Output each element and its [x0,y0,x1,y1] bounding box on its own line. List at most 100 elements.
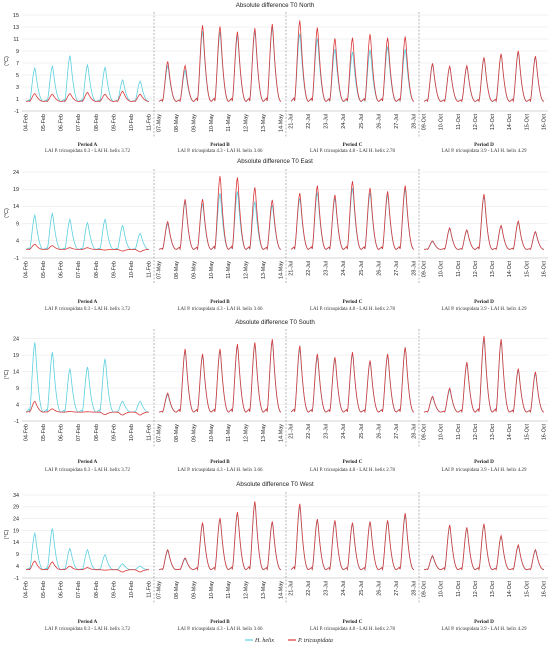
x-tick-label: 11-Oct [456,261,462,277]
x-tick-label: 24-Jul [341,581,347,596]
x-tick-label: 09-May [191,261,197,279]
x-tick-label: 14-May [279,424,285,442]
x-tick-label: 26-Jul [376,114,382,129]
x-tick-label: 10-Feb [129,581,135,598]
y-tick-label: 4 [16,239,19,245]
lai-note: LAI P. tricuspidata 4.3 - LAI H. helix 3… [178,307,263,312]
x-tick-label: 07-May [157,114,163,132]
x-tick-label: 09-May [191,424,197,442]
y-tick-label: 24 [13,336,19,342]
x-tick-label: 11-Feb [147,261,153,278]
lai-note: LAI P. tricuspidata 4.3 - LAI H. helix 3… [178,627,263,632]
x-tick-label: 28-Jul [412,424,418,439]
x-tick-label: 12-May [244,261,250,279]
x-tick-label: 14-May [279,261,285,279]
x-tick-label: 10-May [209,261,215,279]
x-tick-label: 09-Feb [111,424,117,441]
x-tick-label: 12-Oct [473,581,479,598]
legend-label: P. tricuspidata [297,638,333,644]
series-line-p-tricuspidata-period-a [25,90,150,102]
x-tick-label: 09-Oct [422,581,428,598]
period-label: Period A [78,459,98,465]
x-tick-label: 08-Feb [94,261,100,278]
series-line-p-tricuspidata-period-c [290,345,415,414]
x-tick-label: 13-Oct [490,424,496,441]
x-tick-label: 11-Feb [147,581,153,598]
x-tick-label: 07-Feb [76,581,82,598]
x-tick-label: 26-Jul [376,261,382,276]
x-tick-label: 05-Feb [41,581,47,598]
y-tick-label: 9 [16,221,19,227]
series-line-h-helix-period-b [158,27,282,103]
x-tick-label: 04-Feb [24,261,30,278]
x-tick-label: 11-May [226,424,232,442]
x-tick-label: 04-Feb [24,581,30,598]
x-tick-label: 23-Jul [324,581,330,596]
period-label: Period D [474,459,494,465]
period-label: Period C [343,142,363,148]
x-tick-label: 09-Feb [111,114,117,131]
x-tick-label: 11-May [226,114,232,132]
x-tick-label: 24-Jul [341,114,347,129]
x-tick-label: 14-Oct [507,114,513,131]
period-label: Period A [78,299,98,305]
x-tick-label: 09-May [191,581,197,599]
x-tick-label: 11-Feb [147,424,153,441]
period-label: Period D [474,619,494,625]
chart-panel-2: Absolute difference T0 East (°C) -1 4 9 14 19 2… [4,158,548,312]
x-tick-label: 21-Jul [289,261,295,276]
x-tick-label: 10-Oct [439,114,445,131]
y-tick-label: 24 [13,170,19,176]
y-tick-label: 14 [13,204,19,210]
x-tick-label: 07-Feb [76,261,82,278]
x-tick-label: 24-Jul [341,261,347,276]
x-tick-label: 08-May [174,581,180,599]
x-tick-label: 25-Jul [359,261,365,276]
lai-note: LAI P. tricuspidata 3.9 - LAI H. helix 4… [442,307,527,312]
x-tick-label: 13-May [261,581,267,599]
x-tick-label: 05-Feb [41,424,47,441]
x-tick-label: 10-Oct [439,261,445,278]
period-label: Period A [78,619,98,625]
x-tick-label: 28-Jul [412,114,418,129]
lai-note: LAI P. tricuspidata 3.9 - LAI H. helix 4… [442,468,527,473]
lai-note: LAI P. tricuspidata 3.9 - LAI H. helix 4… [442,149,527,154]
y-tick-label: -1 [14,419,19,425]
series-line-h-helix-period-d [423,195,545,251]
x-tick-label: 10-May [209,114,215,132]
lai-note: LAI P. tricuspidata 0.3 - LAI H. helix 3… [45,307,130,312]
x-tick-label: 10-Feb [129,424,135,441]
x-tick-label: 25-Jul [359,424,365,439]
x-tick-label: 13-Oct [490,261,496,278]
y-tick-label: 29 [13,505,19,511]
x-tick-label: 26-Jul [376,424,382,439]
series-line-h-helix-period-d [423,524,545,571]
x-tick-label: 23-Jul [324,261,330,276]
x-tick-label: 07-May [157,424,163,442]
x-tick-label: 27-Jul [394,424,400,439]
x-tick-label: 14-Oct [507,424,513,441]
y-tick-label: 4 [16,564,19,570]
y-axis-label: (°C) [4,369,10,379]
series-line-p-tricuspidata-period-c [290,503,415,571]
x-tick-label: 27-Jul [394,581,400,596]
x-tick-label: 28-Jul [412,261,418,276]
x-tick-label: 11-May [226,261,232,279]
y-tick-label: 15 [13,13,19,19]
series-line-p-tricuspidata-period-b [158,501,282,571]
x-tick-label: 09-May [191,114,197,132]
chart-panel-3: Absolute difference T0 South (°C) -1 4 9 14 19… [4,319,548,473]
series-line-p-tricuspidata-period-a [25,400,150,416]
period-label: Period B [210,299,230,305]
chart-panel-1: Absolute difference T0 North(°C)-1135791… [4,2,548,154]
series-line-h-helix-period-c [290,33,415,103]
x-tick-label: 06-Feb [59,261,65,278]
y-tick-label: 7 [16,61,19,67]
x-tick-label: 21-Jul [289,581,295,596]
period-label: Period C [343,619,363,625]
x-tick-label: 08-Feb [94,114,100,131]
x-tick-label: 13-May [261,261,267,279]
series-line-h-helix-period-a [25,342,150,414]
x-tick-label: 23-Jul [324,424,330,439]
y-tick-label: 9 [16,552,19,558]
